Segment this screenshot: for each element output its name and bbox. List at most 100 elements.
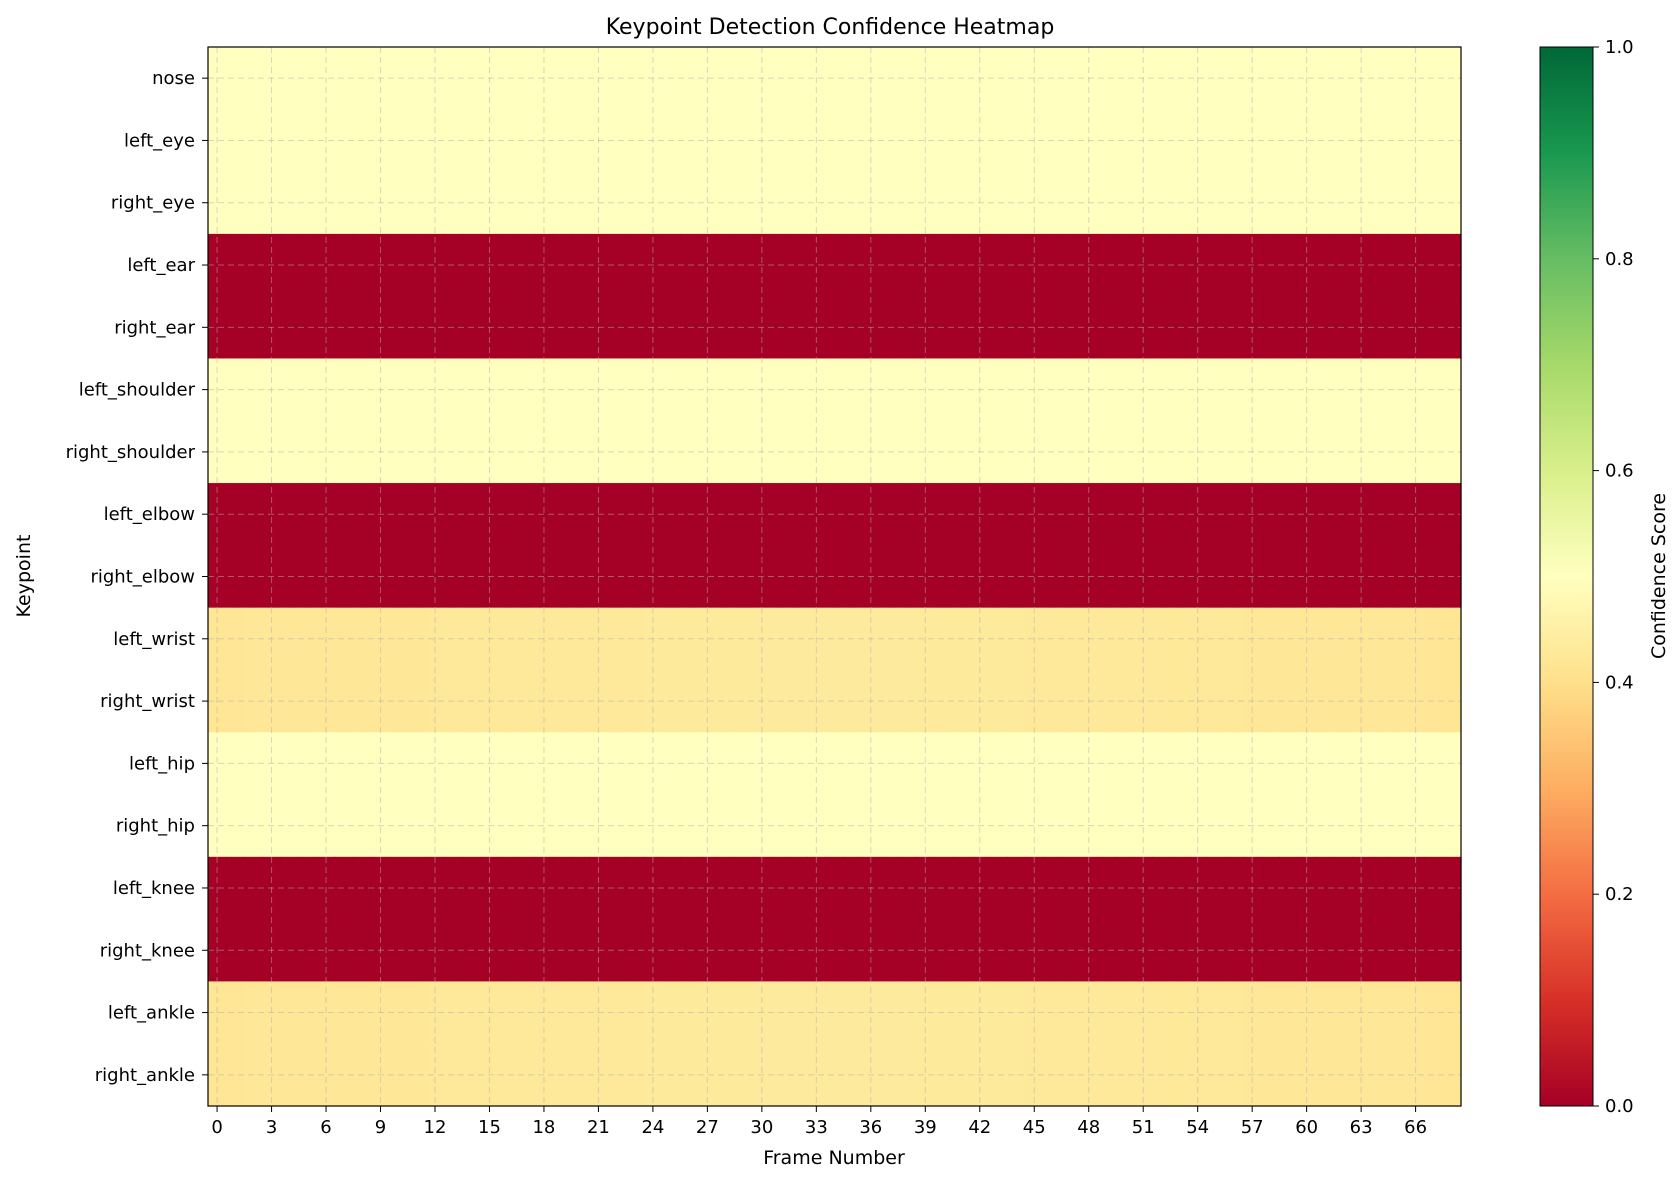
heatmap-cell	[516, 358, 536, 422]
heatmap-cell	[607, 109, 627, 173]
heatmap-cell	[825, 109, 845, 173]
heatmap-cell	[1188, 545, 1208, 609]
heatmap-cell	[498, 171, 518, 235]
heatmap-cell	[825, 358, 845, 422]
y-tick-label: left_eye	[124, 130, 195, 151]
heatmap-cell	[698, 1043, 718, 1107]
heatmap-cell	[1424, 420, 1444, 484]
heatmap-cell	[716, 794, 736, 858]
heatmap-cell	[1097, 981, 1117, 1045]
heatmap-cell	[625, 669, 645, 733]
heatmap-cell	[716, 109, 736, 173]
y-tick-label: left_elbow	[104, 504, 195, 525]
x-tick-label: 18	[532, 1117, 555, 1138]
chart-title: Keypoint Detection Confidence Heatmap	[606, 15, 1055, 40]
heatmap-cell	[716, 1043, 736, 1107]
heatmap-cell	[1424, 545, 1444, 609]
heatmap-cell	[1315, 607, 1335, 671]
heatmap-cell	[1115, 545, 1135, 609]
heatmap-cell	[208, 1043, 227, 1107]
heatmap-cell	[226, 981, 245, 1045]
heatmap-cell	[1315, 47, 1335, 110]
heatmap-cell	[226, 919, 245, 983]
heatmap-cell	[734, 233, 754, 297]
heatmap-cell	[825, 607, 845, 671]
heatmap-cell	[407, 171, 427, 235]
heatmap-cell	[407, 420, 427, 484]
colorbar-tick-label: 1.0	[1605, 37, 1634, 58]
heatmap-cell	[335, 545, 354, 609]
heatmap-cell	[335, 47, 354, 110]
heatmap-cell	[1007, 171, 1026, 235]
heatmap-cell	[807, 171, 827, 235]
heatmap-cell	[498, 794, 518, 858]
heatmap-cell	[1297, 483, 1317, 546]
heatmap-cell	[407, 669, 427, 733]
heatmap-cell	[716, 919, 736, 983]
heatmap-cell	[1224, 483, 1244, 546]
heatmap-cell	[607, 171, 627, 235]
heatmap-cell	[716, 47, 736, 110]
heatmap-cell	[1297, 794, 1317, 858]
heatmap-cell	[335, 296, 354, 360]
heatmap-cell	[1406, 483, 1426, 546]
heatmap-cell	[1188, 732, 1208, 796]
heatmap-cell	[1224, 171, 1244, 235]
heatmap-cell	[1025, 171, 1044, 235]
x-tick-label: 21	[587, 1117, 610, 1138]
heatmap-cell	[607, 483, 627, 546]
x-tick-label: 36	[859, 1117, 882, 1138]
heatmap-cell	[1388, 233, 1408, 297]
heatmap-cell	[1206, 47, 1226, 110]
x-tick-label: 33	[805, 1117, 828, 1138]
heatmap-cell	[898, 233, 917, 297]
heatmap-cell	[1224, 420, 1244, 484]
heatmap-cell	[498, 607, 518, 671]
heatmap-cell	[625, 358, 645, 422]
heatmap-cell	[1007, 109, 1026, 173]
heatmap-cell	[208, 794, 227, 858]
heatmap-cell	[898, 483, 917, 546]
heatmap-cell	[1424, 981, 1444, 1045]
heatmap-cell	[898, 981, 917, 1045]
heatmap-cell	[516, 794, 536, 858]
heatmap-cell	[734, 607, 754, 671]
heatmap-cell	[1007, 732, 1026, 796]
heatmap-cell	[1297, 1043, 1317, 1107]
x-tick-label: 15	[478, 1117, 501, 1138]
heatmap-cell	[625, 732, 645, 796]
heatmap-cell	[607, 669, 627, 733]
y-tick-label: right_wrist	[100, 691, 195, 712]
grid-lines	[208, 47, 1461, 1106]
heatmap-cell	[498, 732, 518, 796]
heatmap-cell	[226, 420, 245, 484]
heatmap-cell	[534, 171, 554, 235]
heatmap-cell	[335, 794, 354, 858]
heatmap-cell	[916, 794, 935, 858]
heatmap-cell	[1206, 607, 1226, 671]
heatmap-cell	[516, 856, 536, 920]
heatmap-cell	[1097, 794, 1117, 858]
heatmap-cell	[807, 545, 827, 609]
heatmap-cell	[1424, 669, 1444, 733]
heatmap-cell	[1388, 1043, 1408, 1107]
heatmap-cell	[407, 919, 427, 983]
heatmap-cell	[407, 794, 427, 858]
x-tick-label: 0	[211, 1117, 222, 1138]
heatmap-cell	[825, 919, 845, 983]
heatmap-cell	[316, 171, 336, 235]
heatmap-cell	[226, 47, 245, 110]
heatmap-cell	[1097, 109, 1117, 173]
heatmap-cell	[516, 1043, 536, 1107]
heatmap-cell	[1007, 856, 1026, 920]
heatmap-cell	[226, 669, 245, 733]
heatmap-cell	[407, 981, 427, 1045]
colorbar-tick-label: 0.4	[1605, 672, 1634, 693]
heatmap-cell	[1115, 233, 1135, 297]
colorbar-tick-label: 0.0	[1605, 1096, 1634, 1117]
heatmap-cell	[1025, 732, 1044, 796]
heatmap-cell	[1097, 1043, 1117, 1107]
heatmap-cell	[1406, 171, 1426, 235]
heatmap-cell	[734, 109, 754, 173]
heatmap-cell	[1315, 981, 1335, 1045]
